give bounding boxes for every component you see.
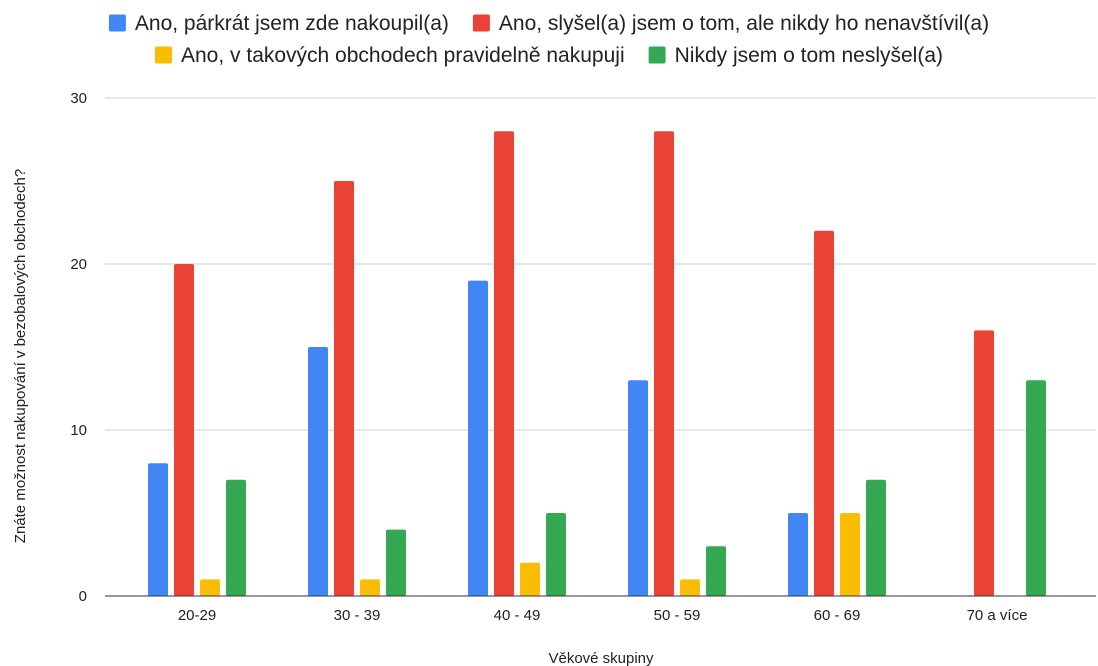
x-tick-label: 30 - 39 (334, 607, 381, 624)
x-tick-label: 20-29 (178, 607, 216, 624)
y-tick-label: 20 (70, 256, 87, 273)
legend-item: Ano, v takových obchodech pravidelně nak… (154, 44, 625, 67)
gridlines (105, 97, 1096, 431)
legend-label: Nikdy jsem o tom neslyšel(a) (675, 44, 943, 67)
x-axis-title: Věkové skupiny (548, 650, 654, 666)
bar (974, 330, 994, 596)
legend-label: Ano, v takových obchodech pravidelně nak… (181, 44, 625, 67)
bar (386, 529, 406, 596)
bar (360, 579, 380, 596)
bar (494, 131, 514, 596)
bar (334, 181, 354, 596)
bar (148, 463, 168, 596)
bar (226, 479, 246, 596)
legend-swatch (648, 46, 666, 64)
legend-swatch (154, 46, 172, 64)
bar (814, 230, 834, 597)
legend-swatch (108, 14, 126, 32)
y-tick-label: 0 (79, 588, 87, 605)
legend-row: Ano, párkrát jsem zde nakoupil(a) Ano, sl… (108, 12, 989, 35)
y-tick-label: 10 (70, 422, 87, 439)
y-tick-label: 30 (70, 90, 87, 107)
legend-item: Ano, párkrát jsem zde nakoupil(a) (108, 12, 449, 35)
legend-item: Ano, slyšel(a) jsem o tom, ale nikdy ho … (472, 12, 989, 35)
bar (840, 513, 860, 596)
bar (174, 264, 194, 596)
bar (200, 579, 220, 596)
bar (654, 131, 674, 596)
bar (628, 380, 648, 596)
x-tick-label: 70 a více (967, 607, 1028, 624)
bar (1026, 380, 1046, 596)
bar (788, 513, 808, 596)
bars (148, 131, 1046, 597)
legend-row: Ano, v takových obchodech pravidelně nak… (154, 44, 943, 67)
x-tick-label: 60 - 69 (814, 607, 861, 624)
bar (308, 347, 328, 596)
y-axis-title: Znáte možnost nakupování v bezobalových … (12, 169, 29, 543)
y-axis-ticks: 0 10 20 30 (70, 90, 87, 605)
legend-label: Ano, slyšel(a) jsem o tom, ale nikdy ho … (499, 12, 989, 35)
legend-swatch (472, 14, 490, 32)
bar (866, 479, 886, 596)
bar (520, 562, 540, 596)
x-tick-label: 50 - 59 (654, 607, 701, 624)
bar (546, 513, 566, 596)
x-tick-label: 40 - 49 (494, 607, 541, 624)
bar (706, 546, 726, 596)
x-axis-ticks: 20-29 30 - 39 40 - 49 50 - 59 60 - 69 70 a ví… (178, 607, 1028, 624)
bar (468, 280, 488, 596)
legend-label: Ano, párkrát jsem zde nakoupil(a) (135, 12, 449, 35)
bar (680, 579, 700, 596)
legend-item: Nikdy jsem o tom neslyšel(a) (648, 44, 943, 67)
legend: Ano, párkrát jsem zde nakoupil(a) Ano, sl… (108, 12, 989, 67)
